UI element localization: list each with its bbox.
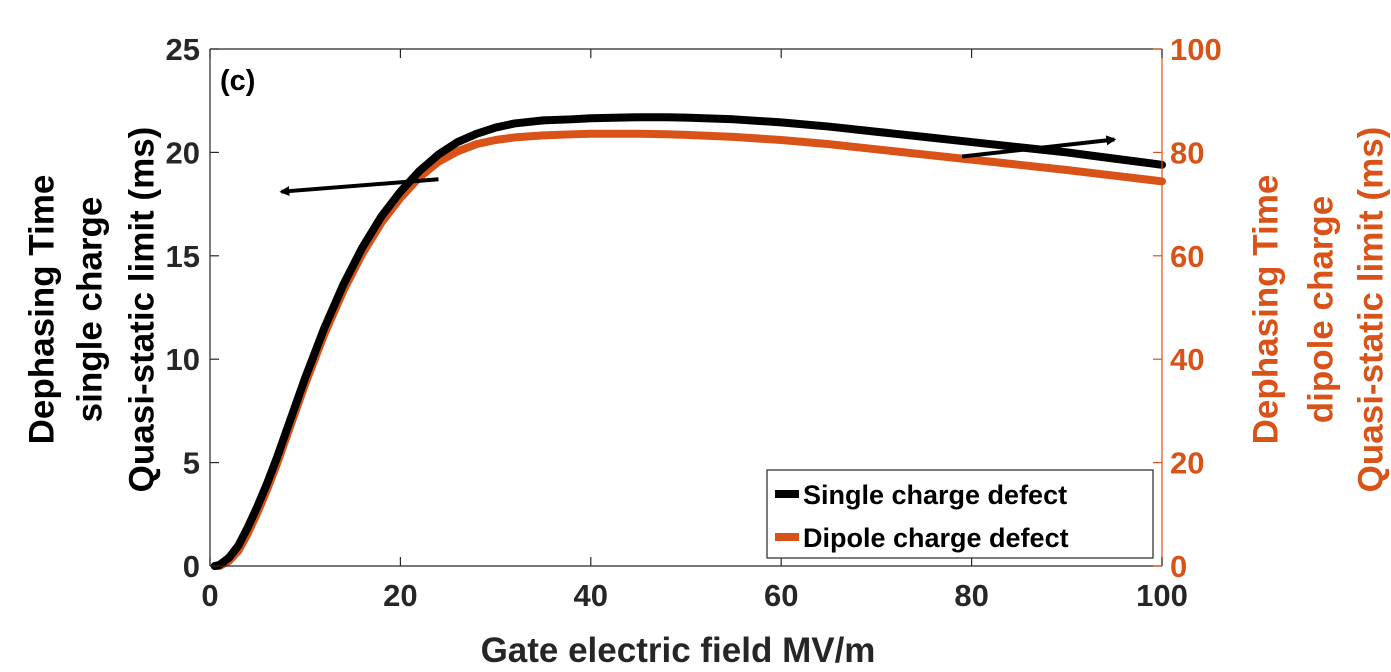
- x-tick-label: 40: [574, 578, 608, 613]
- x-tick-label: 0: [201, 578, 218, 613]
- legend-label-single-charge: Single charge defect: [803, 480, 1067, 510]
- x-tick-label: 80: [954, 578, 988, 613]
- y-right-tick-label: 0: [1170, 549, 1187, 584]
- series-layer: [210, 113, 1166, 570]
- arrow-to-left-axis: [279, 177, 439, 197]
- y-right-tick-label: 40: [1170, 342, 1204, 377]
- y-left-tick-label: 25: [166, 32, 200, 67]
- y-right-tick-label: 100: [1170, 32, 1222, 67]
- arrow-to-right-axis: [961, 135, 1117, 159]
- y-left-axis-label-line: Quasi-static limit (ms): [123, 127, 162, 493]
- y-right-tick-label: 60: [1170, 239, 1204, 274]
- panel-label: (c): [220, 65, 255, 97]
- x-tick-label: 20: [383, 578, 417, 613]
- y-left-tick-label: 0: [183, 549, 200, 584]
- y-left-axis-label-line: Dephasing Time: [23, 175, 62, 445]
- labels-layer: (c) Gate electric field MV/m Dephasing Tim…: [23, 65, 1391, 670]
- y-right-axis-label-line: Dephasing Time: [1247, 175, 1286, 445]
- y-left-tick-label: 20: [166, 135, 200, 170]
- y-right-tick-label: 20: [1170, 446, 1204, 481]
- y-left-axis-label-line: single charge: [71, 197, 110, 423]
- y-left-tick-label: 10: [166, 342, 200, 377]
- x-tick-label: 60: [764, 578, 798, 613]
- series-line-single-charge: [210, 113, 1166, 570]
- legend: Single charge defect Dipole charge defect: [766, 469, 1154, 559]
- y-left-tick-label: 5: [183, 446, 200, 481]
- y-left-tick-label: 15: [166, 239, 200, 274]
- annotation-layer: [279, 135, 1117, 197]
- y-right-axis-label-line: dipole charge: [1302, 196, 1341, 424]
- x-tick-label: 100: [1136, 578, 1188, 613]
- legend-box: [766, 469, 1154, 559]
- y-right-tick-label: 80: [1170, 135, 1204, 170]
- y-right-axis-label-line: Quasi-static limit (ms): [1352, 127, 1391, 493]
- x-axis-label: Gate electric field MV/m: [481, 631, 876, 670]
- legend-label-dipole-charge: Dipole charge defect: [803, 523, 1069, 553]
